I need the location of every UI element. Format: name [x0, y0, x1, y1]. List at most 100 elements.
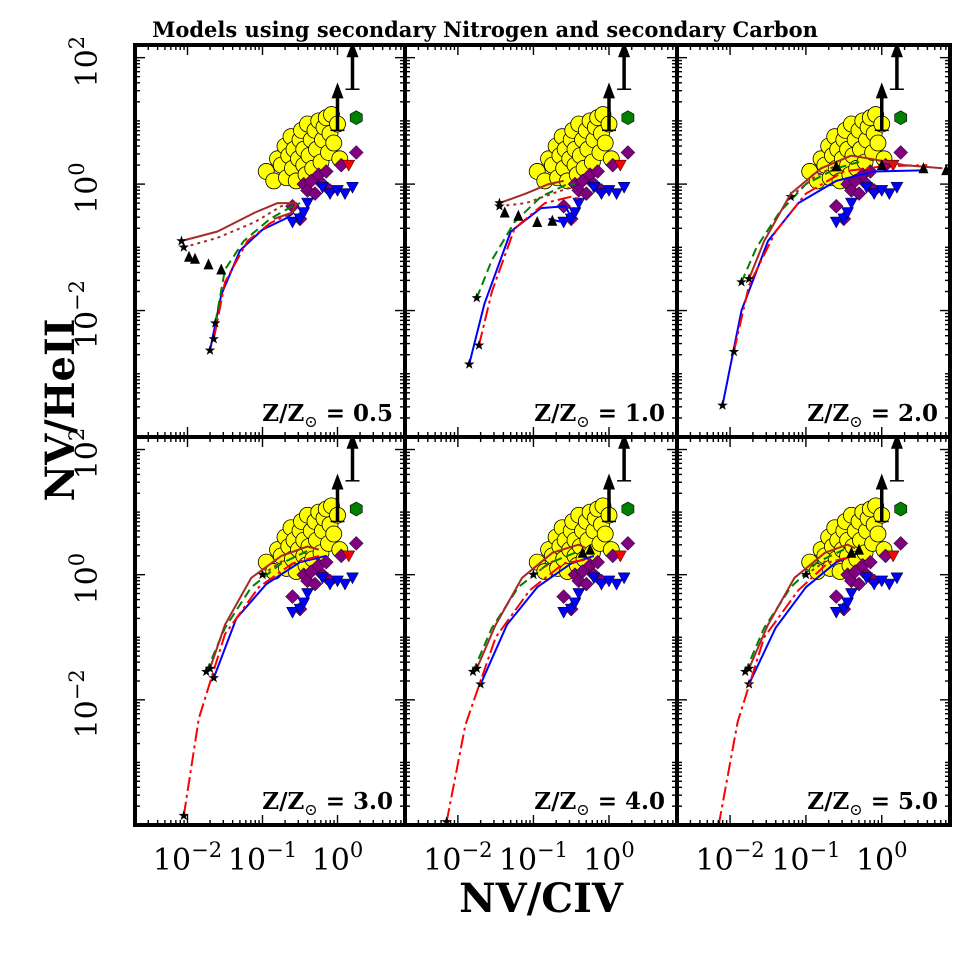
- curve-start-star: [201, 666, 212, 677]
- blue-triangle-point: [890, 572, 904, 585]
- blue-triangle-point: [841, 207, 855, 220]
- blue-triangle-point: [572, 197, 586, 210]
- curve-start-star: [204, 344, 216, 355]
- blue-triangle-point: [882, 188, 896, 201]
- blue-triangle-point: [844, 197, 858, 210]
- purple-diamond-point: [318, 554, 334, 570]
- model-curve-red-dashdot: [717, 554, 856, 825]
- x-tick-label: 10−2: [423, 838, 492, 878]
- curve-start-star: [178, 241, 189, 252]
- limit-arrow-head: [890, 437, 903, 449]
- limit-arrow-head: [346, 45, 359, 58]
- blue-triangle-point: [860, 182, 874, 194]
- panel-2: Z/Z⊙ = 1.0: [403, 43, 679, 439]
- blue-triangle-point: [301, 197, 314, 210]
- blue-triangle-point: [610, 578, 623, 591]
- curve-start-star: [176, 235, 187, 246]
- blue-triangle-point: [301, 588, 314, 600]
- blue-triangle-point: [568, 597, 582, 610]
- model-curve-brown-solid: [181, 202, 298, 242]
- purple-diamond-point: [348, 536, 364, 551]
- curve-start-star: [740, 666, 751, 677]
- panel-data: [713, 437, 909, 825]
- red-triangle-point: [342, 550, 356, 563]
- purple-diamond-point: [828, 198, 844, 214]
- panel-3: Z/Z⊙ = 2.0: [675, 43, 952, 439]
- limit-arrow-head: [875, 82, 888, 99]
- panel-data: [717, 45, 950, 410]
- model-curve-brown-solid: [748, 543, 856, 669]
- blue-triangle-point: [617, 572, 631, 585]
- y-axis-label: NV/HeII: [37, 319, 84, 502]
- purple-diamond-point: [578, 576, 594, 592]
- blue-triangle-point: [346, 182, 359, 194]
- panel-5: Z/Z⊙ = 4.0: [403, 435, 679, 827]
- x-tick-label: 100: [856, 838, 908, 878]
- purple-diamond-point: [578, 186, 594, 201]
- panel-frame: [675, 435, 952, 827]
- model-curve-brown-dotted: [790, 164, 837, 198]
- blue-triangle-point: [316, 572, 329, 585]
- limit-arrow-head: [618, 437, 631, 449]
- curve-start-star: [494, 200, 505, 211]
- limit-arrow-head: [618, 45, 631, 58]
- black-triangle-marker: [499, 206, 510, 218]
- green-hexagon-point: [894, 501, 908, 517]
- yellow-circle-point: [869, 134, 887, 152]
- blue-triangle-point: [338, 188, 352, 201]
- metallicity-label: Z/Z⊙ = 5.0: [807, 788, 938, 819]
- model-curve-brown-solid: [499, 179, 564, 205]
- model-curve-green-dashed: [214, 202, 301, 324]
- purple-diamond-point: [893, 536, 909, 551]
- panel-frame: [403, 43, 679, 439]
- black-triangle-marker: [547, 214, 558, 226]
- black-triangle-marker: [941, 164, 950, 176]
- x-tick-label: 10−1: [228, 838, 297, 878]
- x-tick-label: 10−1: [499, 838, 568, 878]
- model-curve-red-dashdot: [445, 558, 591, 823]
- curve-start-star: [475, 678, 486, 689]
- curve-start-star: [528, 569, 539, 580]
- green-hexagon-point: [621, 501, 635, 517]
- blue-triangle-point: [844, 588, 858, 600]
- yellow-circle-point: [869, 525, 887, 543]
- purple-diamond-point: [307, 186, 323, 201]
- model-curve-green-dashed: [744, 548, 845, 673]
- limit-arrow-head: [331, 82, 344, 99]
- purple-diamond-point: [851, 186, 867, 201]
- purple-diamond-point: [851, 576, 867, 592]
- curve-start-star: [473, 339, 485, 350]
- red-triangle-point: [886, 550, 900, 563]
- model-curve-brown-dotted: [532, 558, 557, 576]
- panel-data: [441, 437, 636, 825]
- red-triangle-point: [342, 159, 356, 172]
- red-triangle-point: [613, 159, 627, 172]
- purple-diamond-point: [893, 145, 909, 160]
- blue-triangle-point: [829, 606, 843, 619]
- curve-start-star: [178, 810, 189, 821]
- black-triangle-marker: [876, 159, 887, 171]
- panel-frame: [403, 435, 679, 827]
- purple-diamond-point: [590, 164, 606, 179]
- black-triangle-marker: [846, 546, 857, 558]
- x-tick-label: 10−2: [153, 838, 222, 878]
- panel-6: Z/Z⊙ = 5.0: [675, 435, 952, 827]
- limit-arrow-head: [331, 473, 344, 490]
- curve-start-star: [208, 672, 219, 683]
- blue-triangle-point: [323, 188, 337, 201]
- metallicity-label: Z/Z⊙ = 4.0: [534, 788, 665, 819]
- blue-triangle-point: [617, 182, 631, 194]
- model-curve-brown-solid: [475, 543, 587, 669]
- blue-triangle-point: [610, 188, 623, 201]
- purple-diamond-point: [285, 589, 300, 604]
- panel-data: [463, 45, 636, 369]
- x-tick-label: 10−1: [771, 838, 840, 878]
- black-triangle-marker: [203, 258, 214, 270]
- y-tick-label: 10−2: [65, 669, 105, 738]
- black-triangle-marker: [184, 250, 194, 262]
- purple-diamond-point: [620, 145, 636, 160]
- purple-diamond-point: [556, 589, 572, 604]
- x-tick-label: 100: [312, 838, 364, 878]
- curve-start-star: [785, 191, 796, 202]
- black-triangle-marker: [585, 543, 596, 555]
